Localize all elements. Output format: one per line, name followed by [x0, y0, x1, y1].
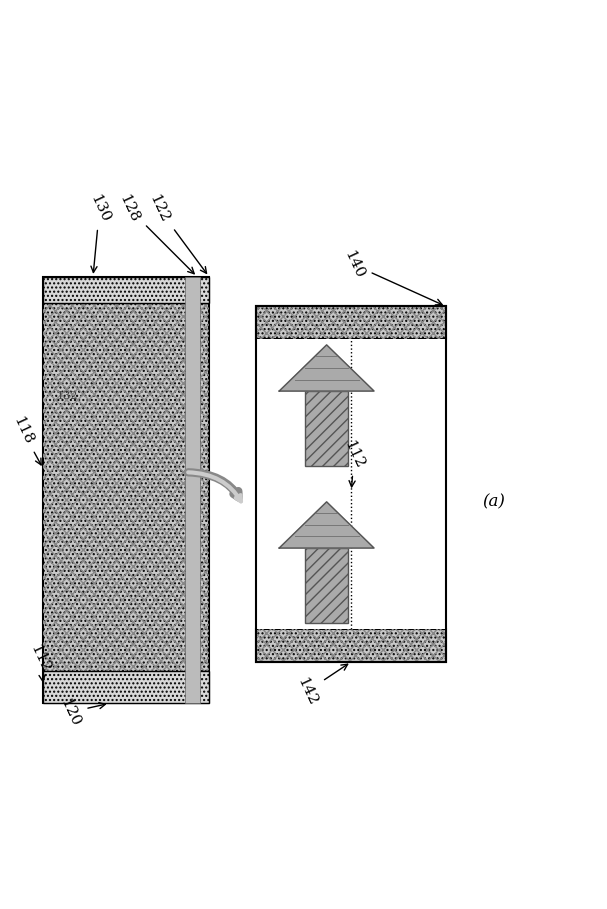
- FancyBboxPatch shape: [305, 391, 348, 466]
- Text: 112: 112: [28, 643, 53, 682]
- Text: 122: 122: [146, 193, 206, 274]
- Text: 130: 130: [87, 193, 112, 273]
- Text: 128: 128: [117, 193, 194, 274]
- Text: 112: 112: [342, 438, 367, 487]
- FancyBboxPatch shape: [43, 276, 209, 704]
- Text: 140: 140: [342, 249, 442, 305]
- Text: (a): (a): [482, 494, 505, 510]
- FancyBboxPatch shape: [185, 276, 200, 704]
- FancyBboxPatch shape: [257, 306, 446, 339]
- FancyBboxPatch shape: [43, 276, 209, 304]
- FancyBboxPatch shape: [257, 339, 446, 629]
- Polygon shape: [279, 502, 374, 548]
- Text: 132: 132: [56, 391, 78, 401]
- FancyBboxPatch shape: [305, 548, 348, 624]
- Text: 118: 118: [10, 415, 41, 464]
- FancyBboxPatch shape: [43, 671, 209, 704]
- Text: 142: 142: [294, 664, 348, 708]
- Polygon shape: [279, 345, 374, 391]
- Text: 120: 120: [57, 696, 106, 728]
- FancyBboxPatch shape: [257, 629, 446, 662]
